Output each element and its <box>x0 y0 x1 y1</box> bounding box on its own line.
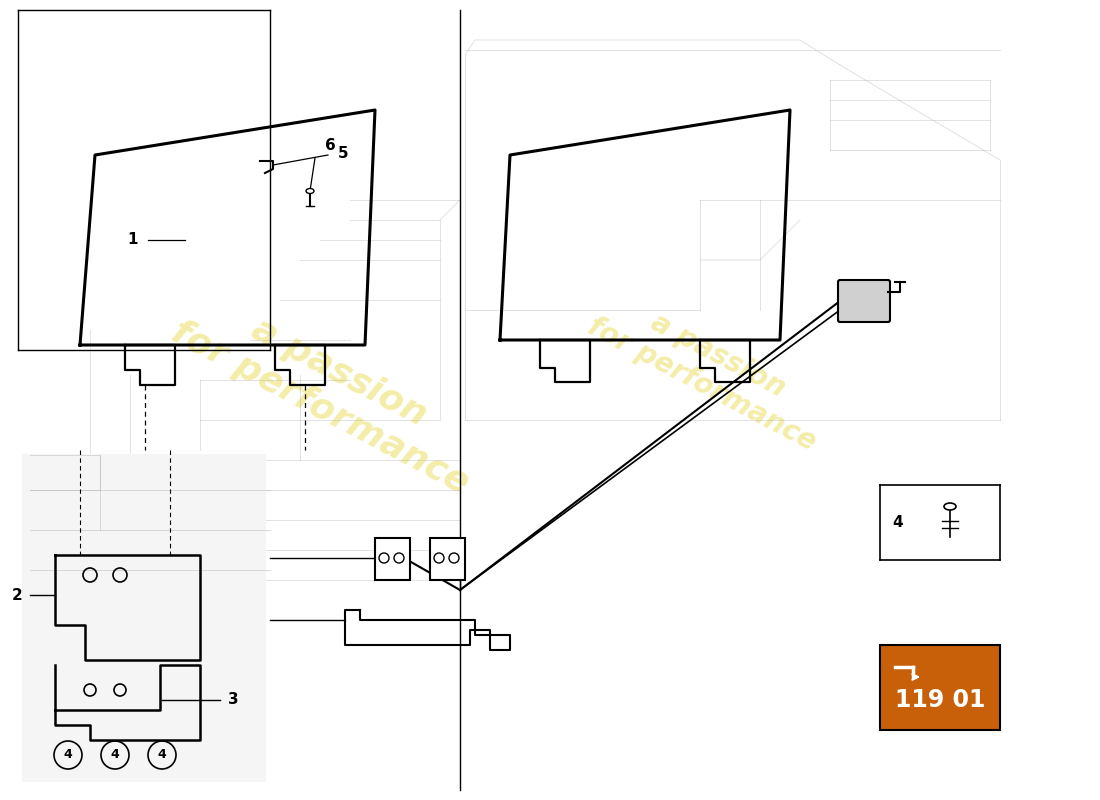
Ellipse shape <box>306 189 313 194</box>
Text: 5: 5 <box>338 146 349 161</box>
Text: 2: 2 <box>12 587 22 602</box>
Text: a passion
for performance: a passion for performance <box>166 280 494 500</box>
Text: 3: 3 <box>228 693 239 707</box>
Text: a passion
for performance: a passion for performance <box>583 283 836 457</box>
Text: 6: 6 <box>324 138 336 153</box>
Text: 4: 4 <box>893 515 903 530</box>
Text: 4: 4 <box>157 749 166 762</box>
Text: 4: 4 <box>64 749 73 762</box>
Text: 4: 4 <box>111 749 120 762</box>
FancyBboxPatch shape <box>430 538 465 580</box>
FancyBboxPatch shape <box>22 454 266 782</box>
Ellipse shape <box>944 503 956 510</box>
FancyBboxPatch shape <box>838 280 890 322</box>
FancyBboxPatch shape <box>375 538 410 580</box>
FancyBboxPatch shape <box>880 645 1000 730</box>
Text: 1: 1 <box>128 233 139 247</box>
Text: 119 01: 119 01 <box>894 688 986 712</box>
